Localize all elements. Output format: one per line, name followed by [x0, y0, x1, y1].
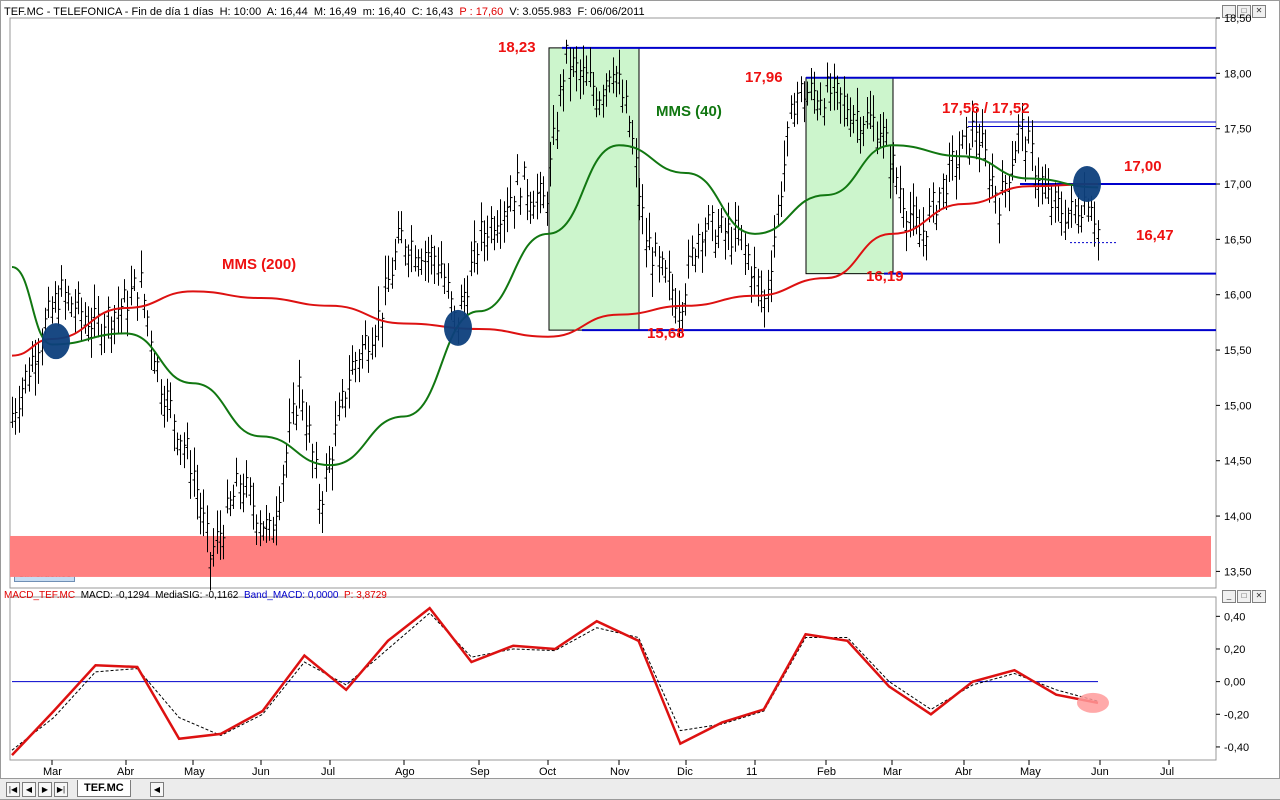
macd-line — [11, 606, 1099, 756]
mms200-line — [11, 183, 1099, 357]
chart-canvas: 18,50 18,00 17,50 17,00 16,50 16,00 15,50 15,00… — [9, 13, 1252, 778]
macd-close-icon[interactable]: ✕ — [1252, 590, 1266, 603]
macd-plot-frame — [9, 596, 1217, 761]
annotation-0: 18,23 — [498, 39, 536, 56]
price-value: P : 17,60 — [459, 6, 504, 18]
x-tick-label-3: Jun — [252, 766, 270, 778]
x-tick-label-2: May — [184, 766, 205, 778]
x-tick-label-10: 11 — [746, 766, 757, 778]
macd-minimize-icon[interactable]: _ — [1222, 590, 1236, 603]
y-tick-label-9: 14,00 — [1224, 511, 1252, 523]
macd-y-tick-label-0: 0,40 — [1224, 611, 1245, 623]
x-tick-label-4: Jul — [321, 766, 335, 778]
x-tick-label-15: Jun — [1091, 766, 1109, 778]
maximize-icon[interactable]: □ — [1237, 5, 1251, 18]
open-value: A: 16,44 — [266, 6, 308, 18]
macd-highlight — [1077, 692, 1109, 713]
x-tick-label-1: Abr — [117, 766, 134, 778]
macd-header: MACD_TEF.MC MACD: -0,1294 MediaSIG: -0,1… — [4, 590, 387, 601]
first-button[interactable]: |◀ — [6, 782, 20, 797]
volume-value: V: 3.055.983 — [509, 6, 572, 18]
hour-value: H: 10:00 — [219, 6, 262, 18]
support-zone — [10, 535, 1211, 577]
close-value: C: 16,43 — [411, 6, 454, 18]
y-tick-label-8: 14,50 — [1224, 456, 1252, 468]
band-value: Band_MACD: 0,0000 — [243, 590, 339, 601]
x-tick-label-9: Dic — [677, 766, 693, 778]
high-value: M: 16,49 — [313, 6, 357, 18]
y-tick-label-10: 13,50 — [1224, 566, 1252, 578]
annotation-2: 17,56 / 17,52 — [942, 100, 1030, 117]
macd-maximize-icon[interactable]: □ — [1237, 590, 1251, 603]
macd-price: P: 3,8729 — [344, 590, 387, 601]
annotation-8: MMS (200) — [222, 256, 296, 273]
annotation-7: MMS (40) — [656, 103, 722, 120]
x-tick-label-5: Ago — [395, 766, 415, 778]
x-tick-label-6: Sep — [470, 766, 490, 778]
range-box-1 — [805, 77, 894, 275]
crossover-marker-2 — [1073, 166, 1101, 203]
scroll-left-button[interactable]: ◀ — [150, 782, 164, 797]
x-tick-label-0: Mar — [43, 766, 62, 778]
annotation-4: 16,47 — [1136, 227, 1174, 244]
signal-value: MediaSIG: -0,1162 — [155, 590, 239, 601]
x-tick-label-13: Abr — [955, 766, 972, 778]
next-button[interactable]: ▶ — [38, 782, 52, 797]
x-tick-label-14: May — [1020, 766, 1041, 778]
tab-tef[interactable]: TEF.MC — [77, 780, 131, 797]
macd-name: MACD_TEF.MC — [4, 590, 76, 601]
price-header: TEF.MC - TELEFONICA - Fin de día 1 días … — [4, 6, 645, 18]
crossover-marker-1 — [444, 309, 472, 346]
macd-y-tick-label-4: -0,40 — [1224, 742, 1249, 754]
symbol-label: TEF.MC - TELEFONICA - Fin de día 1 días — [4, 6, 214, 18]
navigation-bar: |◀ ◀ ▶ ▶| TEF.MC ◀ — [0, 778, 1280, 799]
macd-y-tick-label-1: 0,20 — [1224, 644, 1245, 656]
x-tick-label-8: Nov — [610, 766, 630, 778]
y-tick-label-5: 16,00 — [1224, 290, 1252, 302]
date-value: F: 06/06/2011 — [577, 6, 645, 18]
y-tick-label-3: 17,00 — [1224, 179, 1252, 191]
y-tick-label-7: 15,00 — [1224, 400, 1252, 412]
annotation-3: 17,00 — [1124, 158, 1162, 175]
prev-button[interactable]: ◀ — [22, 782, 36, 797]
annotation-1: 17,96 — [745, 69, 783, 86]
macd-value: MACD: -0,1294 — [80, 590, 150, 601]
y-tick-label-0: 18,50 — [1224, 13, 1252, 25]
low-value: m: 16,40 — [362, 6, 406, 18]
macd-y-tick-label-2: 0,00 — [1224, 677, 1245, 689]
macd-signal-line — [11, 612, 1099, 751]
x-tick-label-7: Oct — [539, 766, 556, 778]
annotation-5: 16,19 — [866, 268, 904, 285]
y-tick-label-1: 18,00 — [1224, 68, 1252, 80]
x-tick-label-11: Feb — [817, 766, 836, 778]
annotation-6: 15,68 — [647, 325, 685, 342]
crossover-marker-0 — [42, 323, 70, 360]
mms40-line — [11, 144, 1099, 467]
main-plot-frame — [9, 17, 1217, 589]
minimize-icon[interactable]: _ — [1222, 5, 1236, 18]
macd-y-tick-label-3: -0,20 — [1224, 709, 1249, 721]
y-tick-label-4: 16,50 — [1224, 234, 1252, 246]
last-button[interactable]: ▶| — [54, 782, 68, 797]
close-icon[interactable]: ✕ — [1252, 5, 1266, 18]
y-tick-label-2: 17,50 — [1224, 124, 1252, 136]
y-tick-label-6: 15,50 — [1224, 345, 1252, 357]
x-tick-label-16: Jul — [1160, 766, 1174, 778]
x-tick-label-12: Mar — [883, 766, 902, 778]
